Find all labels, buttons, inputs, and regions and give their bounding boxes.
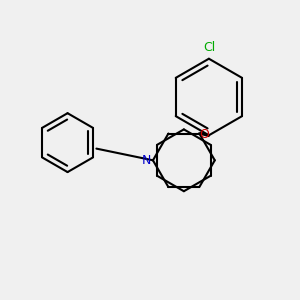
Text: N: N — [142, 154, 152, 167]
Text: Cl: Cl — [203, 41, 215, 54]
Text: O: O — [199, 128, 209, 141]
